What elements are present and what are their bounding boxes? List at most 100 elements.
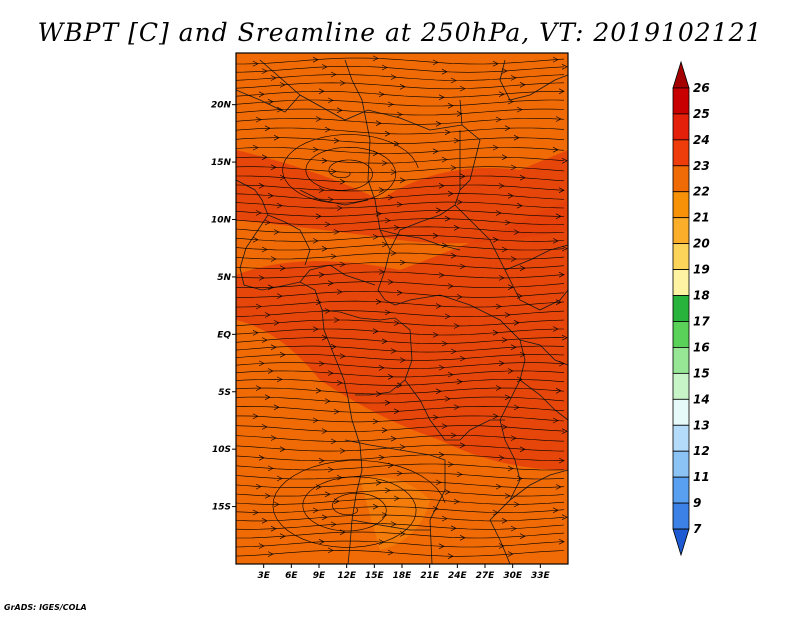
- colorbar-label: 26: [693, 81, 710, 95]
- streamline-arrow: [510, 75, 517, 81]
- colorbar-segment: [672, 502, 690, 530]
- streamline-arrow: [336, 107, 343, 114]
- streamline-arrow: [381, 512, 388, 518]
- streamline: [236, 271, 565, 279]
- colorbar-label: 24: [693, 133, 710, 147]
- streamline-arrow: [513, 320, 520, 326]
- streamline-arrow: [315, 299, 322, 306]
- streamline-arrow: [258, 455, 265, 461]
- lon-tick-label: 15E: [365, 571, 385, 581]
- streamline-arrow: [513, 404, 520, 411]
- streamline-arrow: [399, 531, 406, 537]
- streamline-arrow: [375, 391, 382, 397]
- streamline-arrow: [504, 312, 511, 318]
- streamline-arrow: [504, 394, 511, 401]
- streamline-arrow: [456, 199, 463, 205]
- streamline-arrow: [501, 68, 508, 74]
- streamline-arrow: [516, 376, 523, 383]
- streamline-arrow: [375, 480, 382, 486]
- streamline-arrow: [252, 413, 259, 420]
- streamline-arrow: [495, 303, 502, 310]
- streamline-arrow: [435, 479, 442, 486]
- streamline-arrow: [375, 299, 382, 305]
- streamline-arrow: [513, 229, 520, 235]
- streamline-arrow: [435, 388, 442, 395]
- streamline-arrow: [555, 484, 562, 490]
- streamline-arrow: [276, 106, 283, 113]
- streamline-arrow: [519, 265, 526, 271]
- streamline-arrow: [324, 126, 331, 133]
- lon-tick-label: 3E: [257, 571, 270, 581]
- streamline-arrow: [495, 483, 502, 490]
- streamline-arrow: [444, 313, 451, 320]
- streamline-arrow: [327, 196, 334, 203]
- streamline-arrow: [495, 116, 502, 123]
- streamline-arrow: [312, 146, 319, 153]
- streamline-arrow: [255, 385, 262, 391]
- colorbar-label: 15: [693, 366, 710, 380]
- streamline-arrow: [393, 495, 400, 502]
- streamline-arrow: [558, 271, 565, 278]
- streamline-arrow: [258, 183, 265, 189]
- streamline-arrow: [438, 94, 445, 101]
- streamline-arrow: [387, 279, 394, 285]
- streamline-arrow: [498, 275, 505, 281]
- streamline-arrow: [324, 398, 331, 404]
- streamline: [236, 378, 565, 386]
- streamline-arrow: [312, 326, 319, 332]
- streamline-arrow: [504, 493, 511, 499]
- streamline-arrow: [378, 539, 385, 545]
- colorbar-segment: [672, 87, 690, 115]
- lon-tick-label: 21E: [420, 571, 440, 581]
- streamline-arrow: [255, 483, 262, 490]
- streamline-arrow: [324, 308, 331, 314]
- streamline-arrow: [447, 371, 454, 378]
- streamline: [236, 337, 565, 344]
- streamline-arrow: [318, 539, 325, 545]
- streamline-arrow: [384, 309, 391, 316]
- streamline-arrow: [273, 229, 280, 235]
- streamline-arrow: [450, 77, 457, 84]
- streamline-arrow: [258, 275, 265, 281]
- streamline-arrow: [333, 137, 340, 144]
- streamline-arrow: [330, 343, 337, 350]
- streamline-arrow: [516, 475, 523, 482]
- streamline: [236, 328, 564, 336]
- lon-tick-label: 24E: [448, 571, 468, 581]
- streamline-arrow: [312, 56, 319, 63]
- streamline-arrow: [387, 101, 394, 108]
- streamline-arrow: [318, 360, 325, 367]
- streamline-arrow: [396, 470, 403, 477]
- streamline: [236, 472, 565, 480]
- streamline: [236, 281, 565, 289]
- streamline: [236, 99, 565, 107]
- streamline-arrow: [276, 376, 283, 383]
- lon-tick-label: 6E: [285, 571, 298, 581]
- streamline-arrow: [318, 187, 325, 193]
- streamline-arrow: [387, 374, 394, 380]
- colorbar-segment: [672, 476, 690, 504]
- streamline-arrow: [507, 368, 514, 374]
- streamline-arrow: [261, 154, 268, 160]
- streamline-arrow: [441, 156, 448, 163]
- streamline-arrow: [378, 365, 385, 371]
- streamline-arrow: [513, 501, 520, 508]
- streamline-arrow: [267, 465, 274, 472]
- streamline-arrow: [315, 387, 322, 394]
- streamline-arrow: [498, 455, 505, 461]
- streamline-arrow: [519, 351, 526, 358]
- streamline-arrow: [444, 489, 451, 495]
- streamline: [236, 82, 565, 90]
- streamline-arrow: [393, 224, 400, 231]
- streamline-arrow: [555, 116, 562, 122]
- streamline-arrow: [387, 549, 394, 556]
- streamline-arrow: [378, 269, 385, 275]
- streamline-arrow: [456, 471, 463, 478]
- streamline-arrow: [456, 378, 463, 385]
- streamline-arrow: [390, 348, 397, 354]
- streamline: [236, 531, 565, 539]
- streamline-arrow: [498, 543, 505, 549]
- streamline-arrow: [504, 219, 511, 226]
- colorbar-segment: [672, 165, 690, 193]
